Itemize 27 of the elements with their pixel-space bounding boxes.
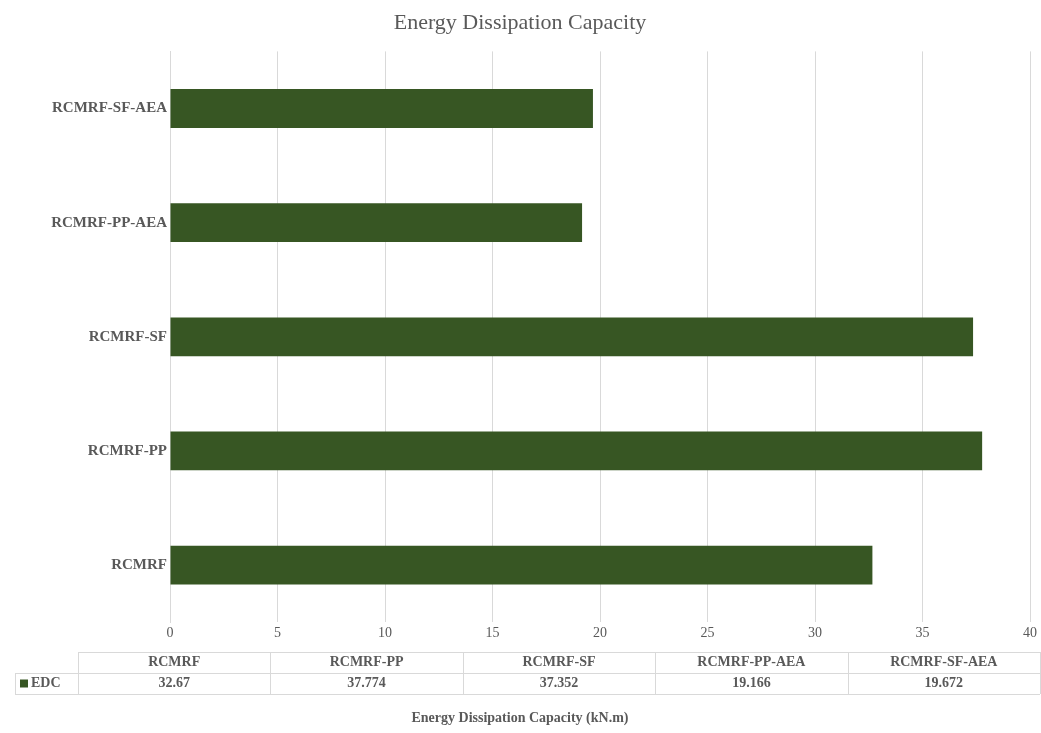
y-tick-label: RCMRF-SF-AEA (52, 99, 168, 116)
x-tick-label: 25 (700, 625, 715, 641)
y-tick-label: RCMRF-PP-AEA (51, 213, 168, 230)
y-tick-label: RCMRF (111, 555, 167, 572)
x-tick-label: 30 (808, 625, 822, 641)
category-label: RCMRF-PP-AEA (697, 654, 806, 670)
text: 32.67 (158, 675, 190, 691)
x-tick-label: 15 (485, 625, 500, 641)
x-axis-title: Energy Dissipation Capacity (kN.m) (411, 709, 629, 726)
y-tick-label: RCMRF-SF (88, 327, 167, 344)
x-tick-label: 0 (166, 625, 174, 641)
category-label: RCMRF-PP (329, 654, 404, 670)
x-tick-label: 10 (378, 625, 392, 641)
legend-label: EDC (31, 675, 61, 691)
x-tick-label: 5 (274, 625, 281, 641)
text: 37.774 (347, 675, 386, 691)
category-label: RCMRF-SF (522, 654, 596, 670)
category-label: RCMRF (148, 654, 201, 670)
x-tick-label: 20 (593, 625, 607, 641)
category-label: RCMRF-SF-AEA (890, 654, 998, 670)
text: 37.352 (539, 675, 579, 691)
x-tick-label: 35 (915, 625, 930, 641)
chart-title: Energy Dissipation Capacity (393, 8, 647, 34)
y-tick-label: RCMRF-PP (87, 441, 167, 458)
text: 19.166 (732, 675, 771, 691)
text: 19.672 (924, 675, 964, 691)
x-tick-label: 40 (1023, 625, 1037, 641)
